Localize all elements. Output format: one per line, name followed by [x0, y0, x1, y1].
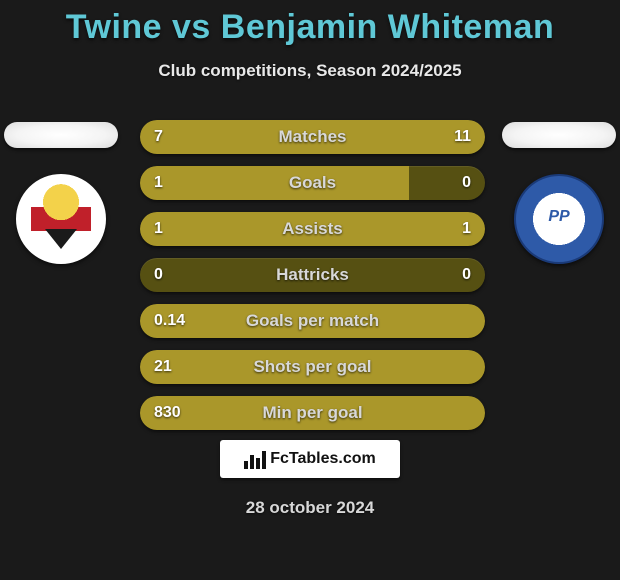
stat-row: 1Assists1	[140, 212, 485, 246]
stat-row: 0Hattricks0	[140, 258, 485, 292]
stat-value-right: 11	[454, 120, 471, 154]
stat-value-right: 1	[462, 212, 471, 246]
stat-row: 0.14Goals per match	[140, 304, 485, 338]
page-title: Twine vs Benjamin Whiteman	[0, 8, 620, 47]
club-crest-right	[514, 174, 604, 264]
stat-label: Goals	[140, 166, 485, 200]
stat-label: Matches	[140, 120, 485, 154]
branding-badge: FcTables.com	[220, 440, 400, 478]
stat-label: Min per goal	[140, 396, 485, 430]
player-right-block	[500, 122, 618, 264]
stat-value-right: 0	[462, 166, 471, 200]
footer-date: 28 october 2024	[0, 498, 620, 518]
bars-icon	[244, 449, 266, 469]
club-crest-left	[16, 174, 106, 264]
branding-text: FcTables.com	[270, 450, 376, 468]
stat-rows: 7Matches111Goals01Assists10Hattricks00.1…	[140, 120, 485, 442]
player-left-name-pill	[4, 122, 118, 148]
stat-row: 1Goals0	[140, 166, 485, 200]
stat-row: 21Shots per goal	[140, 350, 485, 384]
player-left-block	[2, 122, 120, 264]
stat-value-right: 0	[462, 258, 471, 292]
page-subtitle: Club competitions, Season 2024/2025	[0, 61, 620, 81]
stat-label: Goals per match	[140, 304, 485, 338]
player-right-name-pill	[502, 122, 616, 148]
stat-label: Shots per goal	[140, 350, 485, 384]
stat-label: Assists	[140, 212, 485, 246]
comparison-infographic: Twine vs Benjamin Whiteman Club competit…	[0, 0, 620, 580]
stat-label: Hattricks	[140, 258, 485, 292]
stat-row: 7Matches11	[140, 120, 485, 154]
stat-row: 830Min per goal	[140, 396, 485, 430]
